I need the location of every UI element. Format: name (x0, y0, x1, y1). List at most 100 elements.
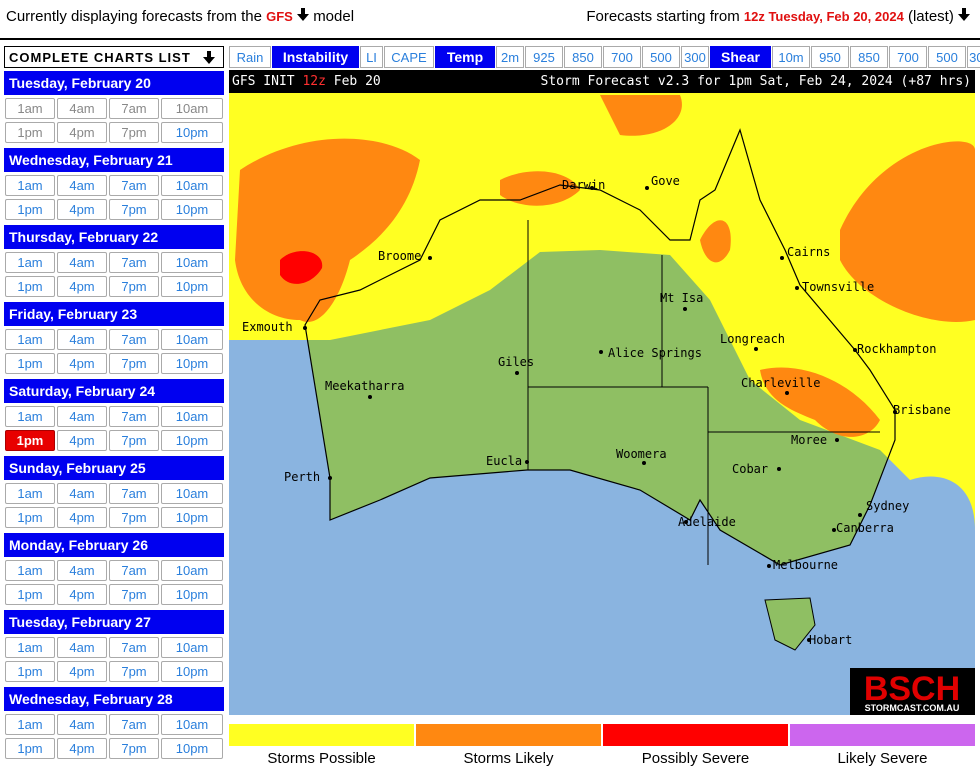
time-button[interactable]: 4am (57, 637, 107, 658)
time-button[interactable]: 10pm (161, 584, 223, 605)
time-button[interactable]: 7am (109, 98, 159, 119)
tab[interactable]: 850 (850, 46, 888, 68)
time-button[interactable]: 7am (109, 252, 159, 273)
time-button[interactable]: 4am (57, 483, 107, 504)
tab[interactable]: 700 (889, 46, 927, 68)
time-button[interactable]: 1pm (5, 738, 55, 759)
tab[interactable]: LI (360, 46, 383, 68)
time-button[interactable]: 4pm (57, 661, 107, 682)
time-button[interactable]: 10pm (161, 199, 223, 220)
time-button[interactable]: 1am (5, 637, 55, 658)
time-button[interactable]: 1am (5, 406, 55, 427)
time-button[interactable]: 4pm (57, 353, 107, 374)
tab[interactable]: CAPE (384, 46, 434, 68)
tab[interactable]: 950 (811, 46, 849, 68)
tab[interactable]: 2m (496, 46, 524, 68)
tab[interactable]: 850 (564, 46, 602, 68)
time-button[interactable]: 4am (57, 406, 107, 427)
time-button[interactable]: 10am (161, 560, 223, 581)
time-button[interactable]: 10pm (161, 507, 223, 528)
time-button[interactable]: 7am (109, 560, 159, 581)
charts-list-title[interactable]: COMPLETE CHARTS LIST (4, 46, 224, 68)
day-header[interactable]: Thursday, February 22 (4, 225, 224, 249)
time-button[interactable]: 1am (5, 714, 55, 735)
time-button[interactable]: 7pm (109, 199, 159, 220)
time-button[interactable]: 10am (161, 329, 223, 350)
time-button[interactable]: 4pm (57, 507, 107, 528)
time-button[interactable]: 7am (109, 714, 159, 735)
time-button[interactable]: 7am (109, 406, 159, 427)
time-button[interactable]: 7am (109, 483, 159, 504)
time-button[interactable]: 7pm (109, 353, 159, 374)
time-button[interactable]: 10pm (161, 738, 223, 759)
time-button[interactable]: 4pm (57, 584, 107, 605)
time-button[interactable]: 10pm (161, 276, 223, 297)
time-button[interactable]: 1pm (5, 507, 55, 528)
day-header[interactable]: Tuesday, February 27 (4, 610, 224, 634)
time-button[interactable]: 7am (109, 637, 159, 658)
time-button[interactable]: 10am (161, 175, 223, 196)
time-button[interactable]: 4pm (57, 430, 107, 451)
run-name[interactable]: 12z Tuesday, Feb 20, 2024 (743, 9, 904, 24)
time-button[interactable]: 10pm (161, 122, 223, 143)
time-button[interactable]: 1am (5, 329, 55, 350)
time-button[interactable]: 4am (57, 714, 107, 735)
time-button[interactable]: 1am (5, 175, 55, 196)
time-button[interactable]: 4am (57, 252, 107, 273)
tab[interactable]: Shear (710, 46, 771, 68)
tab[interactable]: Rain (229, 46, 271, 68)
time-button[interactable]: 4am (57, 329, 107, 350)
time-button[interactable]: 1pm (5, 199, 55, 220)
time-button[interactable]: 7pm (109, 584, 159, 605)
tab[interactable]: 300 (967, 46, 980, 68)
day-header[interactable]: Wednesday, February 28 (4, 687, 224, 711)
time-button[interactable]: 1am (5, 98, 55, 119)
time-button[interactable]: 7am (109, 175, 159, 196)
time-button[interactable]: 10am (161, 406, 223, 427)
time-button[interactable]: 4pm (57, 738, 107, 759)
day-header[interactable]: Friday, February 23 (4, 302, 224, 326)
dropdown-icon[interactable] (297, 8, 310, 21)
time-button[interactable]: 10pm (161, 430, 223, 451)
time-button[interactable]: 10am (161, 252, 223, 273)
tab[interactable]: 500 (642, 46, 680, 68)
time-button[interactable]: 10am (161, 98, 223, 119)
dropdown-icon[interactable] (958, 8, 970, 21)
tab[interactable]: Instability (272, 46, 359, 68)
time-button[interactable]: 10am (161, 637, 223, 658)
time-button[interactable]: 4pm (57, 199, 107, 220)
time-button[interactable]: 7pm (109, 661, 159, 682)
time-button[interactable]: 7pm (109, 738, 159, 759)
time-button[interactable]: 1pm (5, 661, 55, 682)
time-button[interactable]: 7pm (109, 430, 159, 451)
time-button[interactable]: 4pm (57, 122, 107, 143)
time-button[interactable]: 1pm (5, 276, 55, 297)
time-button[interactable]: 7am (109, 329, 159, 350)
tab[interactable]: 700 (603, 46, 641, 68)
tab[interactable]: 500 (928, 46, 966, 68)
time-button[interactable]: 1pm (5, 430, 55, 451)
time-button[interactable]: 10am (161, 483, 223, 504)
time-button[interactable]: 10am (161, 714, 223, 735)
day-header[interactable]: Saturday, February 24 (4, 379, 224, 403)
time-button[interactable]: 4am (57, 175, 107, 196)
tab[interactable]: 10m (772, 46, 810, 68)
time-button[interactable]: 7pm (109, 276, 159, 297)
time-button[interactable]: 4am (57, 560, 107, 581)
day-header[interactable]: Sunday, February 25 (4, 456, 224, 480)
time-button[interactable]: 1am (5, 252, 55, 273)
time-button[interactable]: 1am (5, 560, 55, 581)
time-button[interactable]: 1am (5, 483, 55, 504)
model-name[interactable]: GFS (266, 9, 293, 24)
time-button[interactable]: 10pm (161, 661, 223, 682)
tab[interactable]: 925 (525, 46, 563, 68)
day-header[interactable]: Wednesday, February 21 (4, 148, 224, 172)
time-button[interactable]: 10pm (161, 353, 223, 374)
time-button[interactable]: 4pm (57, 276, 107, 297)
time-button[interactable]: 1pm (5, 584, 55, 605)
tab[interactable]: 300 (681, 46, 709, 68)
time-button[interactable]: 7pm (109, 507, 159, 528)
time-button[interactable]: 7pm (109, 122, 159, 143)
tab[interactable]: Temp (435, 46, 495, 68)
time-button[interactable]: 4am (57, 98, 107, 119)
